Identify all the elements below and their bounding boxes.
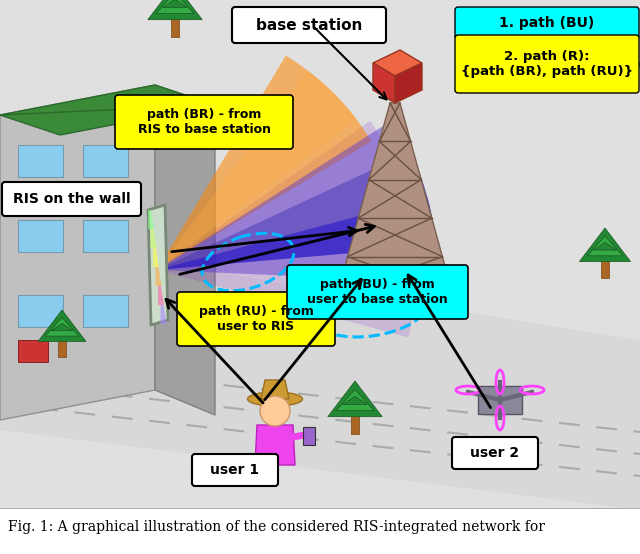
Bar xyxy=(303,427,315,445)
Polygon shape xyxy=(157,120,437,282)
Text: path (BR) - from
RIS to base station: path (BR) - from RIS to base station xyxy=(138,108,271,136)
Bar xyxy=(18,340,48,362)
Polygon shape xyxy=(588,31,640,66)
Polygon shape xyxy=(373,63,395,103)
FancyBboxPatch shape xyxy=(2,182,141,216)
Polygon shape xyxy=(157,56,371,270)
Polygon shape xyxy=(148,0,202,20)
Text: RIS on the wall: RIS on the wall xyxy=(13,192,131,206)
Polygon shape xyxy=(157,198,436,270)
Polygon shape xyxy=(150,229,157,248)
FancyBboxPatch shape xyxy=(455,7,639,39)
Bar xyxy=(0,508,640,554)
Polygon shape xyxy=(343,396,367,404)
FancyBboxPatch shape xyxy=(115,95,293,149)
Text: base station: base station xyxy=(256,18,362,33)
Polygon shape xyxy=(337,103,453,295)
FancyBboxPatch shape xyxy=(177,292,335,346)
Polygon shape xyxy=(148,210,154,229)
Ellipse shape xyxy=(248,392,303,406)
Text: path (RU) - from
user to RIS: path (RU) - from user to RIS xyxy=(198,305,314,333)
Polygon shape xyxy=(156,267,161,286)
Bar xyxy=(18,145,63,177)
Text: Fig. 1: A graphical illustration of the considered RIS-integrated network for: Fig. 1: A graphical illustration of the … xyxy=(8,520,545,534)
FancyBboxPatch shape xyxy=(232,7,386,43)
Polygon shape xyxy=(587,236,623,256)
Polygon shape xyxy=(157,70,356,270)
Bar xyxy=(601,260,609,278)
Polygon shape xyxy=(596,39,634,60)
Bar xyxy=(351,415,359,434)
Text: 2. path (R):
{path (BR), path (RU)}: 2. path (R): {path (BR), path (RU)} xyxy=(461,50,633,78)
Bar xyxy=(18,295,63,327)
Polygon shape xyxy=(395,63,422,103)
Polygon shape xyxy=(163,0,188,7)
Polygon shape xyxy=(328,381,382,417)
Polygon shape xyxy=(603,47,627,54)
Polygon shape xyxy=(156,0,194,14)
Bar xyxy=(83,145,128,177)
Polygon shape xyxy=(255,425,295,465)
Polygon shape xyxy=(0,85,155,420)
Polygon shape xyxy=(336,389,374,411)
Bar xyxy=(171,18,179,37)
Polygon shape xyxy=(45,317,79,336)
FancyBboxPatch shape xyxy=(455,35,639,93)
Bar xyxy=(611,65,620,84)
Polygon shape xyxy=(155,85,215,415)
Polygon shape xyxy=(261,380,289,399)
Bar xyxy=(58,340,66,357)
Polygon shape xyxy=(579,228,630,261)
Polygon shape xyxy=(161,305,166,324)
Text: user 1: user 1 xyxy=(211,463,260,477)
FancyBboxPatch shape xyxy=(192,454,278,486)
Bar xyxy=(83,220,128,252)
Bar xyxy=(18,220,63,252)
Polygon shape xyxy=(373,50,422,76)
Text: path (BU) - from
user to base station: path (BU) - from user to base station xyxy=(307,278,448,306)
Text: user 2: user 2 xyxy=(470,446,520,460)
Circle shape xyxy=(260,396,290,426)
Bar xyxy=(83,295,128,327)
Bar xyxy=(478,386,522,414)
Polygon shape xyxy=(38,310,86,341)
Polygon shape xyxy=(0,270,640,510)
Polygon shape xyxy=(157,152,436,270)
FancyBboxPatch shape xyxy=(452,437,538,469)
Polygon shape xyxy=(153,248,159,267)
FancyBboxPatch shape xyxy=(287,265,468,319)
Polygon shape xyxy=(148,205,168,325)
Polygon shape xyxy=(157,121,417,337)
Polygon shape xyxy=(51,324,73,331)
Text: 1. path (BU): 1. path (BU) xyxy=(499,16,595,30)
Polygon shape xyxy=(0,85,215,135)
Polygon shape xyxy=(593,243,616,250)
Polygon shape xyxy=(158,286,164,305)
